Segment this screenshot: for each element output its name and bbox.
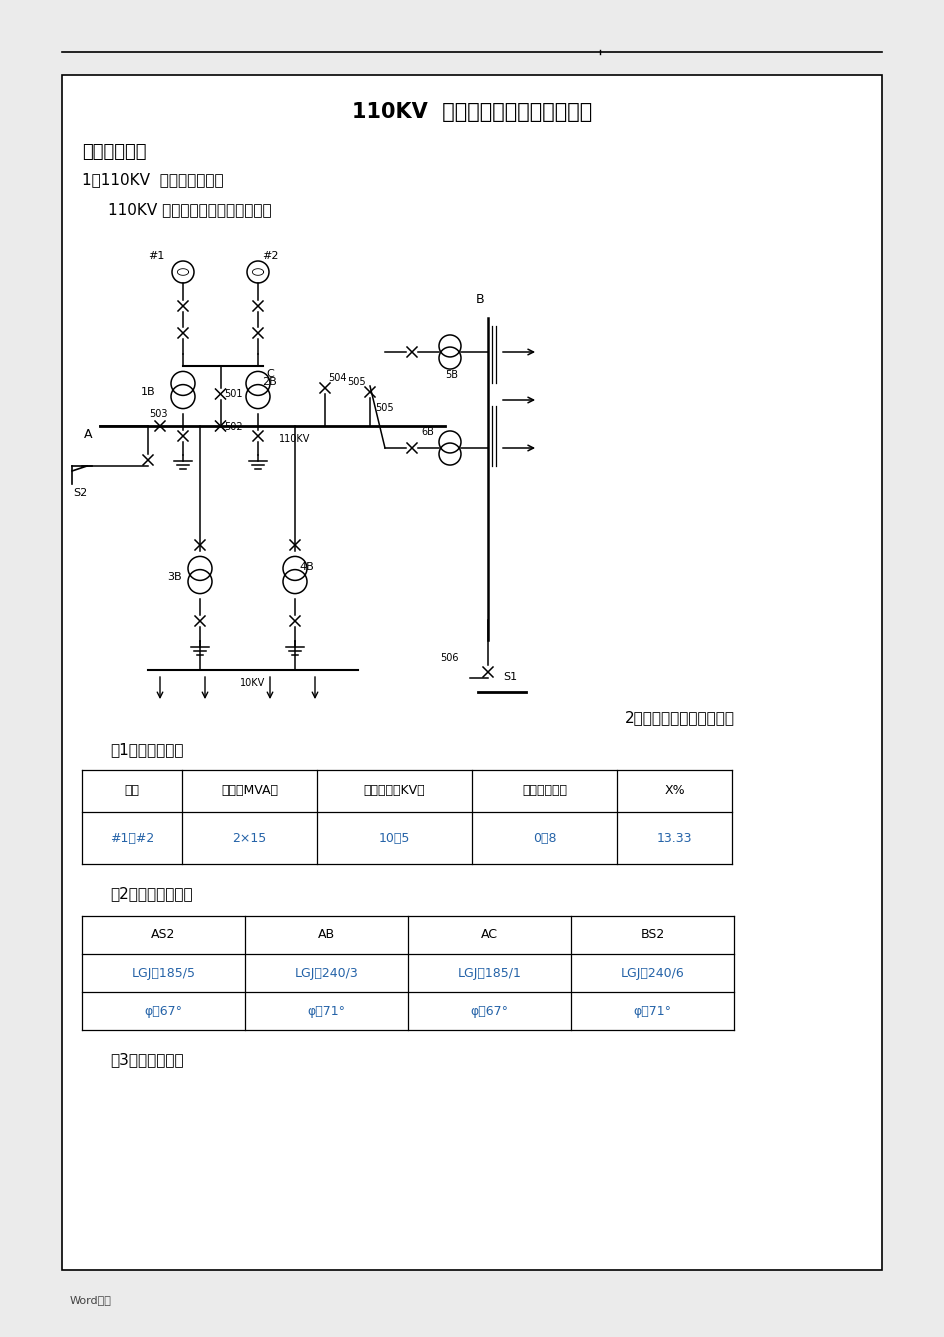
Text: #1: #1 xyxy=(148,251,165,261)
Text: B: B xyxy=(475,293,484,306)
Text: 0。8: 0。8 xyxy=(532,832,556,845)
Text: （1）发电机参数: （1）发电机参数 xyxy=(110,742,183,758)
Text: BS2: BS2 xyxy=(640,928,664,941)
Text: LGJ－240/6: LGJ－240/6 xyxy=(620,967,683,980)
Text: 10。5: 10。5 xyxy=(379,832,410,845)
Text: Word资料: Word资料 xyxy=(70,1296,111,1305)
Text: （2）输电线路参数: （2）输电线路参数 xyxy=(110,886,193,901)
Text: 3B: 3B xyxy=(167,572,182,582)
Text: 2×15: 2×15 xyxy=(232,832,266,845)
Text: X%: X% xyxy=(664,785,684,797)
Text: #2: #2 xyxy=(261,251,278,261)
Text: 13.33: 13.33 xyxy=(656,832,692,845)
Text: 110KV 系统电气主接线如下图所示: 110KV 系统电气主接线如下图所示 xyxy=(108,202,271,218)
Text: 110KV  电网线路继电保护课程设计: 110KV 电网线路继电保护课程设计 xyxy=(351,102,592,122)
Text: 505: 505 xyxy=(346,377,365,386)
Text: φ＝71°: φ＝71° xyxy=(632,1004,671,1017)
Text: 容量（MVA）: 容量（MVA） xyxy=(221,785,278,797)
Text: 5B: 5B xyxy=(445,370,458,380)
Text: 额定电压（KV）: 额定电压（KV） xyxy=(363,785,425,797)
Text: 4B: 4B xyxy=(298,562,313,572)
Text: A: A xyxy=(83,428,92,441)
Text: S1: S1 xyxy=(502,673,516,682)
Text: φ＝67°: φ＝67° xyxy=(470,1004,508,1017)
Text: 501: 501 xyxy=(225,389,243,398)
Text: AB: AB xyxy=(317,928,335,941)
Text: 502: 502 xyxy=(225,422,243,432)
Text: LGJ－185/5: LGJ－185/5 xyxy=(131,967,195,980)
Text: 10KV: 10KV xyxy=(240,678,265,689)
Text: 110KV: 110KV xyxy=(279,435,311,444)
Text: S2: S2 xyxy=(73,488,87,497)
Text: 机组: 机组 xyxy=(125,785,140,797)
Text: LGJ－240/3: LGJ－240/3 xyxy=(295,967,358,980)
Text: （3）变压器参数: （3）变压器参数 xyxy=(110,1052,183,1067)
Text: φ＝67°: φ＝67° xyxy=(144,1004,182,1017)
Text: #1。#2: #1。#2 xyxy=(110,832,154,845)
Text: 503: 503 xyxy=(148,409,167,418)
Text: 一、设计资料: 一、设计资料 xyxy=(82,143,146,160)
Text: 506: 506 xyxy=(440,652,458,663)
Text: 2B: 2B xyxy=(261,377,277,386)
Text: 1．110KV  系统电气主接线: 1．110KV 系统电气主接线 xyxy=(82,172,224,187)
Text: 504: 504 xyxy=(328,373,346,382)
Text: φ＝71°: φ＝71° xyxy=(307,1004,346,1017)
Text: 1B: 1B xyxy=(141,386,155,397)
Text: LGJ－185/1: LGJ－185/1 xyxy=(457,967,521,980)
Text: C: C xyxy=(265,369,274,378)
Text: 2．系统各元件主要参数：: 2．系统各元件主要参数： xyxy=(624,710,734,726)
Text: 6B: 6B xyxy=(421,427,434,437)
Text: 505: 505 xyxy=(375,402,394,413)
Text: AC: AC xyxy=(480,928,497,941)
Text: 额定功率因数: 额定功率因数 xyxy=(521,785,566,797)
Text: AS2: AS2 xyxy=(151,928,176,941)
FancyBboxPatch shape xyxy=(62,75,881,1270)
